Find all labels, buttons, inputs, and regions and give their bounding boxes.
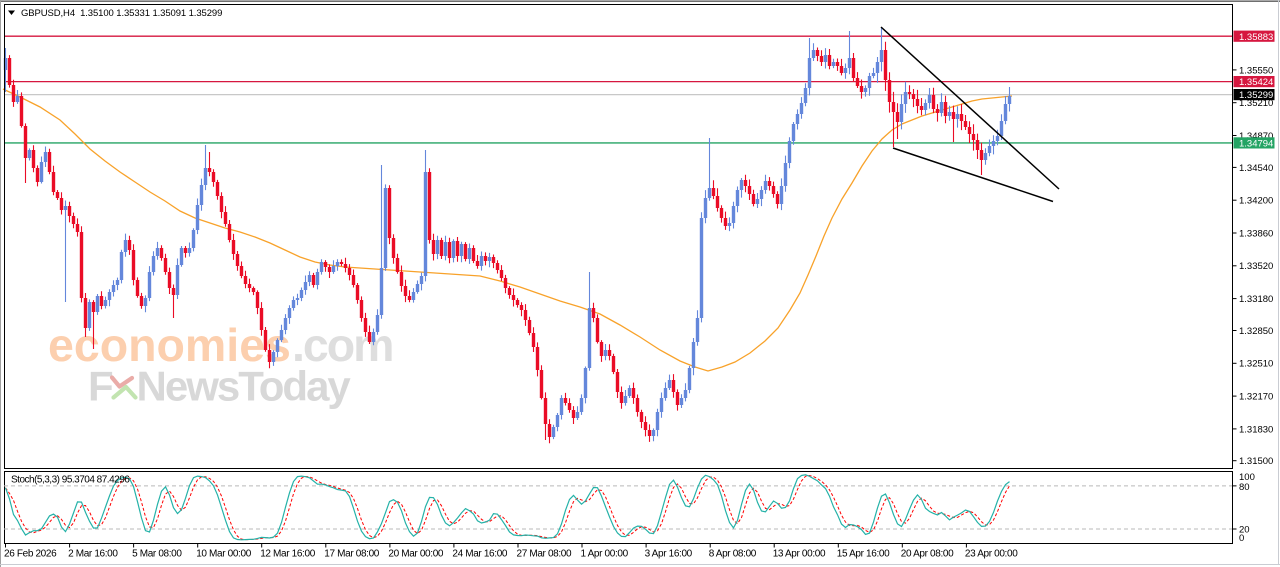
svg-text:13 Apr 00:00: 13 Apr 00:00 — [773, 549, 826, 560]
svg-text:F: F — [88, 363, 113, 410]
svg-text:1.34540: 1.34540 — [1239, 163, 1273, 174]
svg-text:1.33180: 1.33180 — [1239, 294, 1273, 305]
svg-text:23 Apr 00:00: 23 Apr 00:00 — [965, 549, 1018, 560]
svg-text:1.34200: 1.34200 — [1239, 196, 1273, 207]
svg-text:26 Feb 2026: 26 Feb 2026 — [4, 549, 57, 560]
svg-text:12 Mar 16:00: 12 Mar 16:00 — [260, 549, 316, 560]
svg-text:1.35210: 1.35210 — [1239, 98, 1273, 109]
svg-text:17 Mar 08:00: 17 Mar 08:00 — [324, 549, 380, 560]
svg-text:1.32510: 1.32510 — [1239, 359, 1273, 370]
svg-text:1.31830: 1.31830 — [1239, 424, 1273, 435]
svg-text:GBPUSD,H4 1.35100 1.35331 1.3: GBPUSD,H4 1.35100 1.35331 1.35091 1.3529… — [21, 8, 222, 19]
svg-text:Stoch(5,3,3) 95.3704 87.4296: Stoch(5,3,3) 95.3704 87.4296 — [11, 475, 130, 486]
svg-text:0: 0 — [1239, 533, 1244, 544]
svg-text:15 Apr 16:00: 15 Apr 16:00 — [837, 549, 890, 560]
svg-text:27 Mar 08:00: 27 Mar 08:00 — [517, 549, 573, 560]
svg-text:2 Mar 16:00: 2 Mar 16:00 — [68, 549, 118, 560]
svg-text:1 Apr 00:00: 1 Apr 00:00 — [581, 549, 629, 560]
svg-text:1.34870: 1.34870 — [1239, 131, 1273, 142]
svg-text:NewsToday: NewsToday — [137, 363, 352, 410]
svg-text:1.32850: 1.32850 — [1239, 326, 1273, 337]
svg-text:80: 80 — [1239, 482, 1250, 493]
svg-text:8 Apr 08:00: 8 Apr 08:00 — [709, 549, 757, 560]
svg-text:20 Mar 00:00: 20 Mar 00:00 — [388, 549, 444, 560]
svg-text:1.35883: 1.35883 — [1239, 32, 1273, 43]
svg-text:3 Apr 16:00: 3 Apr 16:00 — [645, 549, 693, 560]
svg-text:1.31500: 1.31500 — [1239, 456, 1273, 467]
svg-text:1.35299: 1.35299 — [1239, 90, 1273, 101]
svg-text:5 Mar 08:00: 5 Mar 08:00 — [132, 549, 182, 560]
svg-text:20: 20 — [1239, 524, 1250, 535]
svg-text:100: 100 — [1239, 472, 1255, 483]
svg-text:1.33520: 1.33520 — [1239, 261, 1273, 272]
svg-text:10 Mar 00:00: 10 Mar 00:00 — [196, 549, 252, 560]
svg-text:1.32170: 1.32170 — [1239, 392, 1273, 403]
svg-text:1.34794: 1.34794 — [1239, 139, 1273, 150]
svg-text:1.33860: 1.33860 — [1239, 228, 1273, 239]
svg-text:1.35550: 1.35550 — [1239, 65, 1273, 76]
svg-text:24 Mar 16:00: 24 Mar 16:00 — [452, 549, 508, 560]
svg-text:20 Apr 08:00: 20 Apr 08:00 — [901, 549, 954, 560]
svg-text:1.35424: 1.35424 — [1239, 77, 1273, 88]
